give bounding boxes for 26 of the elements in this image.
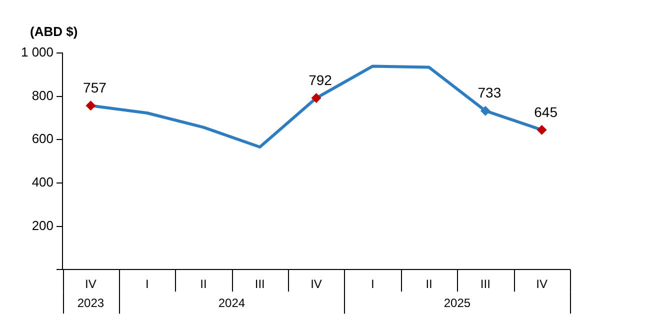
data-label: 645 bbox=[534, 104, 558, 120]
x-tick-label: IV bbox=[310, 277, 322, 292]
x-tick-label: III bbox=[254, 277, 265, 292]
y-tick-label: 400 bbox=[32, 174, 54, 190]
data-label: 792 bbox=[308, 72, 332, 88]
text: 2023 bbox=[77, 296, 104, 310]
data-label: 757 bbox=[83, 79, 107, 96]
text: 2024 bbox=[218, 296, 246, 310]
x-tick-label: III bbox=[480, 277, 490, 292]
x-tick-label: IV bbox=[85, 277, 96, 292]
point bbox=[311, 93, 322, 104]
x-tick-label: I bbox=[145, 277, 149, 292]
x-tick-label: II bbox=[200, 277, 207, 292]
point bbox=[536, 124, 547, 135]
data-label: 733 bbox=[478, 84, 502, 101]
y-axis-title: (ABD $) bbox=[30, 24, 78, 40]
y-tick-label: 200 bbox=[32, 218, 54, 233]
x-tick-label: II bbox=[426, 277, 432, 292]
y-tick-label: 1 000 bbox=[20, 44, 54, 60]
x-tick-label: I bbox=[370, 277, 374, 292]
y-tick-label: 600 bbox=[32, 131, 54, 146]
x-tick-label: IV bbox=[536, 277, 548, 292]
y-tick-label: 800 bbox=[32, 88, 54, 103]
text: 2025 bbox=[444, 296, 471, 310]
point bbox=[480, 106, 490, 116]
point bbox=[86, 100, 96, 111]
